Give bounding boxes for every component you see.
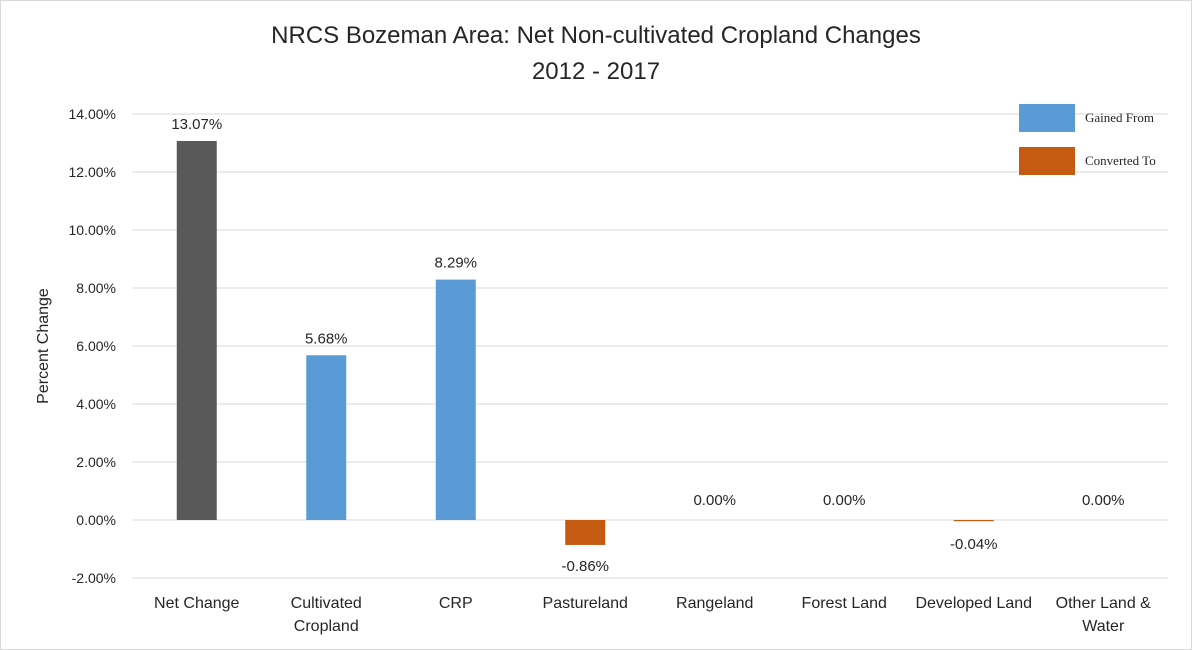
y-tick-label: 8.00% (76, 280, 116, 296)
bar (176, 140, 217, 520)
legend-label: Converted To (1085, 153, 1156, 168)
data-label: 5.68% (305, 330, 348, 347)
category-label: Net Change (154, 595, 239, 612)
legend-label: Gained From (1085, 110, 1154, 125)
category-label: Developed Land (915, 595, 1032, 612)
y-tick-label: 14.00% (69, 106, 116, 122)
category-label: Forest Land (802, 595, 887, 612)
y-tick-label: 6.00% (76, 338, 116, 354)
legend-swatch (1019, 147, 1075, 175)
data-label: 13.07% (171, 116, 222, 133)
category-label: Other Land & (1056, 595, 1152, 612)
bar (953, 520, 994, 522)
y-tick-label: 10.00% (69, 222, 116, 238)
gridlines (132, 113, 1168, 579)
chart-subtitle: 2012 - 2017 (531, 58, 661, 85)
y-tick-label: 4.00% (76, 396, 116, 412)
category-label: CRP (439, 595, 473, 612)
legend: Gained From Converted To (1019, 104, 1156, 175)
y-tick-label: 12.00% (69, 164, 116, 180)
data-labels: 13.07% 5.68% 8.29% -0.86% 0.00% 0.00% -0.04% 0.… (171, 116, 1124, 575)
y-tick-label: 2.00% (76, 454, 116, 470)
bar (306, 355, 347, 520)
category-label: Cropland (294, 618, 359, 635)
data-label: 8.29% (434, 255, 477, 272)
bar (565, 520, 606, 545)
data-label: 0.00% (823, 492, 866, 509)
category-label: Cultivated (291, 595, 362, 612)
category-label: Pastureland (543, 595, 628, 612)
data-label: 0.00% (693, 492, 736, 509)
legend-swatch (1019, 104, 1075, 132)
x-axis-categories: Net Change Cultivated Cropland CRP Pasturela… (154, 595, 1151, 635)
bar (435, 279, 476, 520)
category-label: Rangeland (676, 595, 753, 612)
data-label: -0.04% (950, 536, 998, 553)
data-label: -0.86% (561, 558, 609, 575)
data-label: 0.00% (1082, 492, 1125, 509)
y-tick-label: 0.00% (76, 512, 116, 528)
chart-title: NRCS Bozeman Area: Net Non-cultivated Cr… (271, 22, 921, 49)
bars (176, 140, 994, 545)
y-tick-label: -2.00% (72, 570, 116, 586)
y-axis-label: Percent Change (35, 288, 52, 404)
y-axis-ticks: -2.00% 0.00% 2.00% 4.00% 6.00% 8.00% 10.00% 12.… (69, 106, 116, 586)
category-label: Water (1082, 618, 1125, 635)
